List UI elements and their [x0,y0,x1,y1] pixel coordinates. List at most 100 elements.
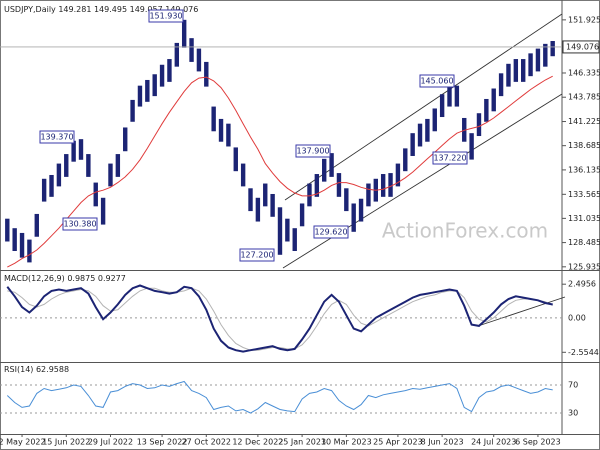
x-tick-label: 12 Dec 2022 [232,438,283,447]
price-bar [19,232,25,258]
price-bar [491,88,496,112]
price-bar [521,59,526,82]
macd-header: MACD(12,26,9) 0.9875 0.9277 [4,274,126,283]
x-tick-label: 10 Mar 2023 [321,438,372,447]
macd-title: MACD(12,26,9) [4,274,65,283]
price-bar [78,139,84,160]
y-tick-label: 70 [568,381,578,390]
price-bar [263,183,268,207]
high: 149.495 [94,5,127,14]
price-bar [447,85,452,107]
price-bar [218,118,224,142]
annotation-label: 145.060 [420,77,453,86]
y-tick-label: 131.035 [568,214,600,223]
annotation-box [419,74,455,88]
price-bar [226,123,231,147]
x-tick-label: 25 Apr 2023 [373,438,422,447]
price-bar [100,197,106,225]
price-annotation: 145.060 [419,74,455,88]
price-bar [403,148,408,172]
symbol: USDJPY,Daily [4,5,56,14]
rsi-line [6,380,553,414]
price-bar [270,193,275,217]
y-tick-label: 136.135 [568,165,600,174]
price-bar [189,38,194,62]
price-bar [410,133,415,156]
price-bar [12,228,17,251]
price-bar [233,147,238,172]
price-bar [425,118,430,142]
y-tick-label: 0.00 [568,313,586,322]
x-tick-label: 29 Jul 2022 [88,438,133,447]
rsi-title: RSI(14) [4,365,33,374]
price-bar [535,48,541,72]
price-bar [358,198,364,222]
price-bar [314,174,320,197]
price-bar [528,53,533,77]
price-bar [240,163,246,187]
price-bar [27,239,32,263]
y-tick-label: 30 [568,409,578,418]
annotation-label: 129.620 [314,228,347,237]
moving-average [7,75,553,268]
price-bar [86,154,91,177]
macd-trend-line [477,296,566,327]
price-bar [292,228,297,251]
x-tick-label: 27 Oct 2022 [182,438,231,447]
price-bar [5,218,10,242]
price-bar [248,188,253,212]
last-price-label: 149.076 [566,42,599,51]
price-bar [476,113,482,137]
price-bar [550,41,555,57]
price-annotation: 137.220 [432,151,468,165]
price-bar [56,163,62,187]
price-bar [498,73,504,97]
x-tick-label: 24 Jul 2023 [471,438,516,447]
y-tick-label: 125.935 [568,262,600,271]
annotation-label: 151.930 [149,12,182,21]
price-bar [64,154,69,177]
price-bar [506,63,511,87]
price-bar [49,174,54,197]
x-tick-label: 25 Jan 2023 [278,438,326,447]
price-bar [71,140,76,162]
price-bar [344,188,349,212]
price-bar [484,98,489,122]
price-bar [277,207,283,255]
annotation-box [313,225,349,239]
price-bar [366,183,371,207]
price-bar [137,85,143,107]
price-bar [167,59,172,82]
price-annotation: 139.370 [39,130,75,144]
annotation-box [295,144,331,158]
x-tick-label: 2 May 2022 [0,438,46,447]
price-annotation: 129.620 [313,225,349,239]
price-bar [329,153,334,177]
annotation-label: 139.370 [40,133,73,142]
y-tick-label: 151.925 [568,15,600,24]
annotation-box [39,130,75,144]
price-bar [454,85,460,107]
signal-line [7,287,553,351]
price-bar [108,163,113,187]
watermark: ActionForex.com [382,219,548,243]
price-bar [432,108,437,132]
annotation-box [62,217,98,231]
price-bar [380,174,386,197]
price-bar [336,173,342,197]
price-bar [123,127,128,152]
annotation-box [239,248,275,262]
price-header: USDJPY,Daily 149.281 149.495 149.057 149… [4,5,198,14]
price-bar [115,154,121,177]
price-bar [322,158,327,182]
y-tick-label: 138.685 [568,141,600,150]
x-tick-label: 15 Jun 2022 [42,438,90,447]
price-bar [211,106,216,132]
price-bar [196,48,202,72]
price-bar [41,178,47,202]
close: 149.076 [165,5,198,14]
price-annotation: 127.200 [239,248,275,262]
annotation-label: 137.220 [433,154,466,163]
y-tick-label: 133.565 [568,190,600,199]
x-tick-label: 6 Sep 2023 [515,438,561,447]
